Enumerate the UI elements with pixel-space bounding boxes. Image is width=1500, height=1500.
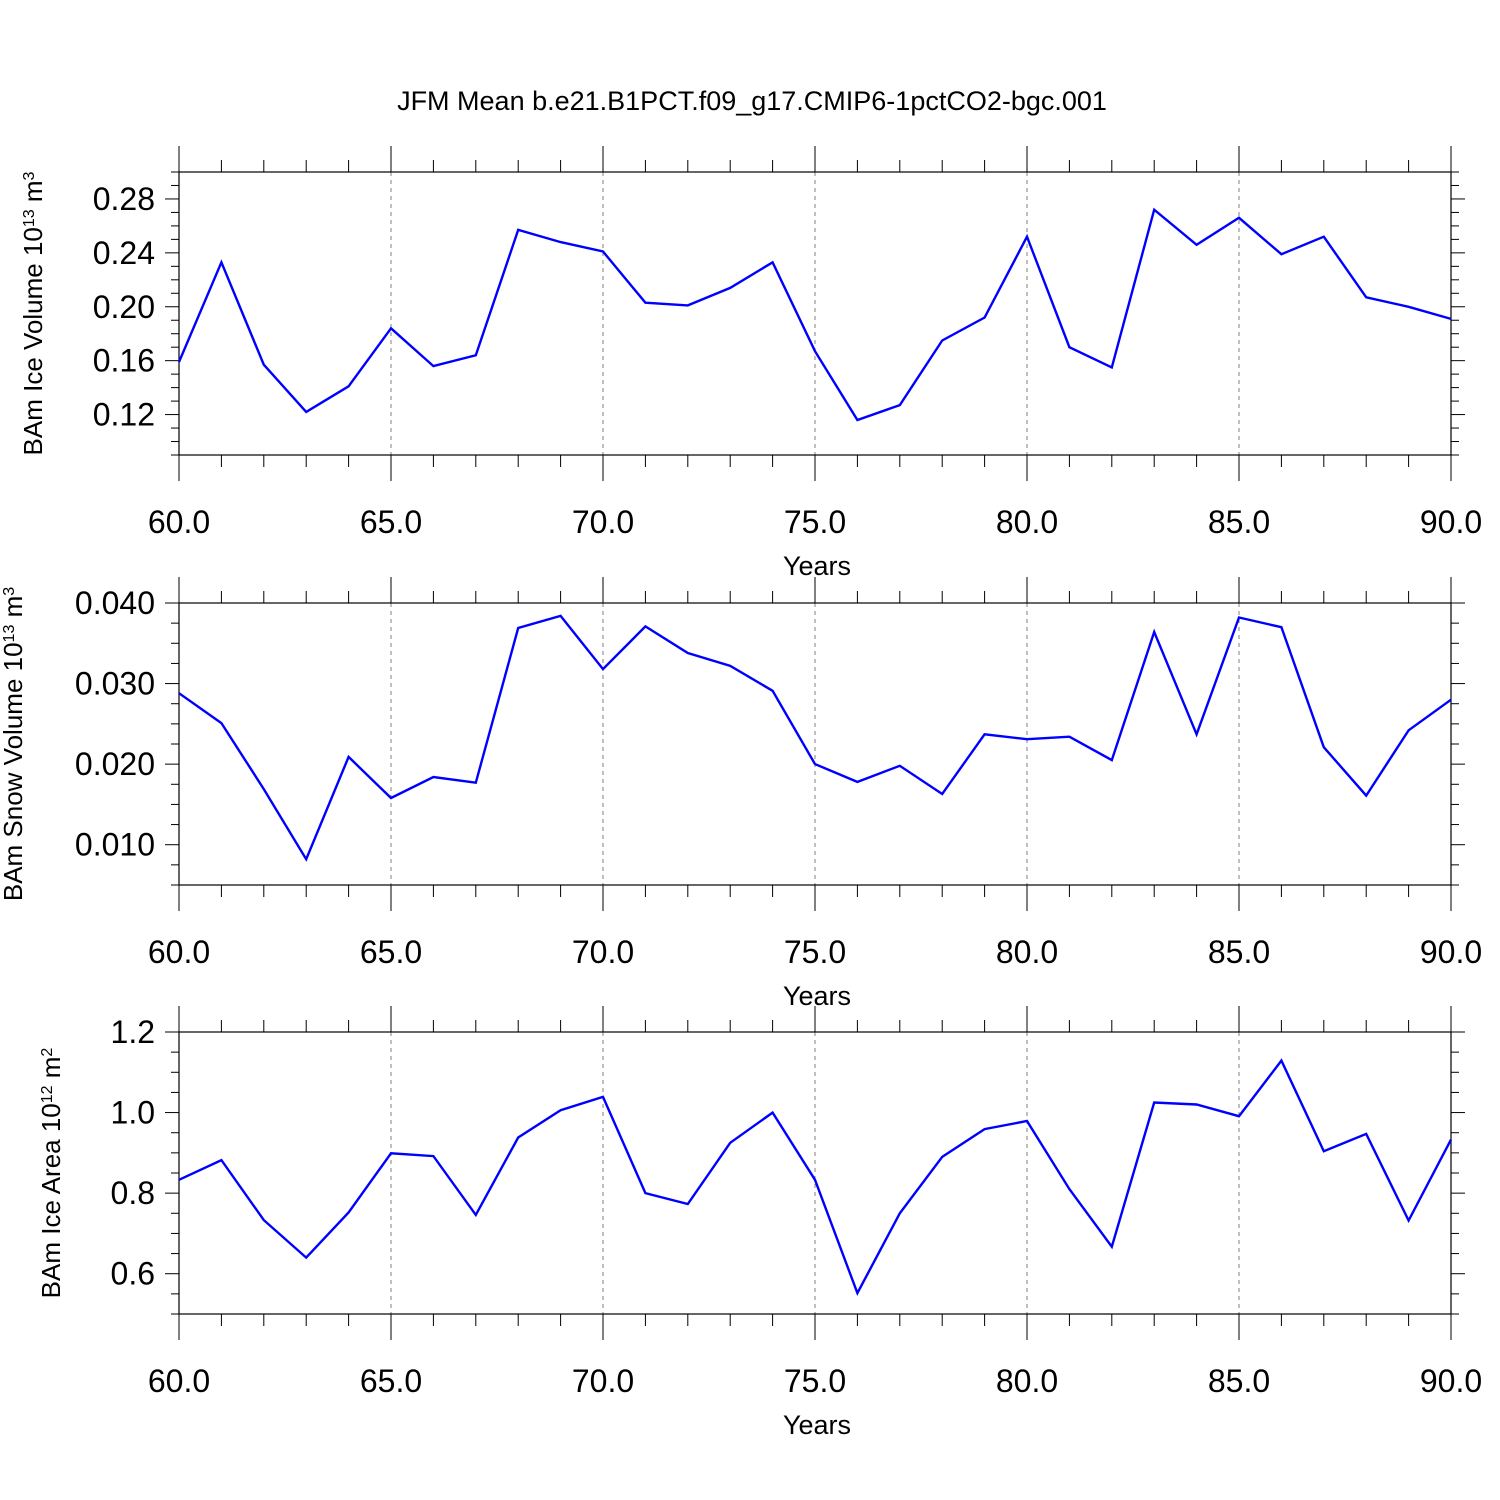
snow-volume-panel: 0.010 0.020 0.030 0.040 60.0 65.0 70.0 75.0 80.0… [0,577,1482,1011]
ice-area-y-tick-label: 1.0 [111,1095,155,1131]
snow-volume-x-tick-label: 85.0 [1208,934,1270,970]
snow-volume-y-axis-title: BAm Snow Volume 1013 m3 [0,587,28,901]
snow-volume-series-line [178,614,1452,862]
snow-volume-x-tick-label: 80.0 [996,934,1058,970]
snow-volume-y-tick-label: 0.040 [75,585,155,621]
chart-title: JFM Mean b.e21.B1PCT.f09_g17.CMIP6-1pctC… [397,86,1107,116]
ice-area-series-line [178,1058,1453,1297]
ice-volume-series-line [177,207,1452,422]
ice-volume-panel: 0.12 0.16 0.20 0.24 0.28 60.0 65.0 70.0 75.0 80.0… [18,146,1482,581]
snow-volume-x-tick-label: 90.0 [1420,934,1482,970]
ice-area-x-tick-label: 75.0 [784,1363,846,1399]
ice-volume-x-axis-title: Years [783,551,851,581]
ice-area-y-tick-label: 0.8 [111,1175,155,1211]
snow-volume-x-tick-label: 60.0 [148,934,210,970]
ice-area-x-axis-title: Years [783,1410,851,1440]
ice-volume-y-tick-label: 0.12 [93,397,155,433]
snow-volume-y-tick-label: 0.020 [75,746,155,782]
ice-volume-x-tick-label: 80.0 [996,504,1058,540]
ice-volume-x-tick-label: 60.0 [148,504,210,540]
ice-area-y-tick-label: 1.2 [111,1014,155,1050]
ice-volume-x-tick-label: 90.0 [1420,504,1482,540]
snow-volume-x-axis-title: Years [783,981,851,1011]
ice-volume-x-tick-label: 65.0 [360,504,422,540]
snow-volume-x-tick-label: 70.0 [572,934,634,970]
ice-area-y-tick-label: 0.6 [111,1256,155,1292]
ice-area-x-tick-label: 60.0 [148,1363,210,1399]
snow-volume-y-tick-label: 0.030 [75,666,155,702]
ice-area-x-tick-label: 80.0 [996,1363,1058,1399]
ice-volume-x-tick-label: 75.0 [784,504,846,540]
snow-volume-x-tick-label: 75.0 [784,934,846,970]
snow-volume-x-tick-label: 65.0 [360,934,422,970]
ice-volume-y-tick-label: 0.16 [93,343,155,379]
ice-volume-y-tick-label: 0.28 [93,181,155,217]
ice-volume-y-tick-label: 0.24 [93,235,155,271]
snow-volume-y-tick-label: 0.010 [75,827,155,863]
ice-area-y-axis-title: BAm Ice Area 1012 m2 [36,1048,66,1299]
ice-volume-y-tick-label: 0.20 [93,289,155,325]
ice-area-x-tick-label: 90.0 [1420,1363,1482,1399]
ice-area-x-tick-label: 70.0 [572,1363,634,1399]
ice-area-x-tick-label: 65.0 [360,1363,422,1399]
ice-volume-y-axis-title: BAm Ice Volume 1013 m3 [18,171,48,455]
ice-volume-x-tick-label: 70.0 [572,504,634,540]
ice-area-x-tick-label: 85.0 [1208,1363,1270,1399]
ice-area-panel: 0.6 0.8 1.0 1.2 60.0 65.0 70.0 75.0 80.0 85.0 90.0… [36,1006,1482,1440]
ice-volume-x-tick-label: 85.0 [1208,504,1270,540]
